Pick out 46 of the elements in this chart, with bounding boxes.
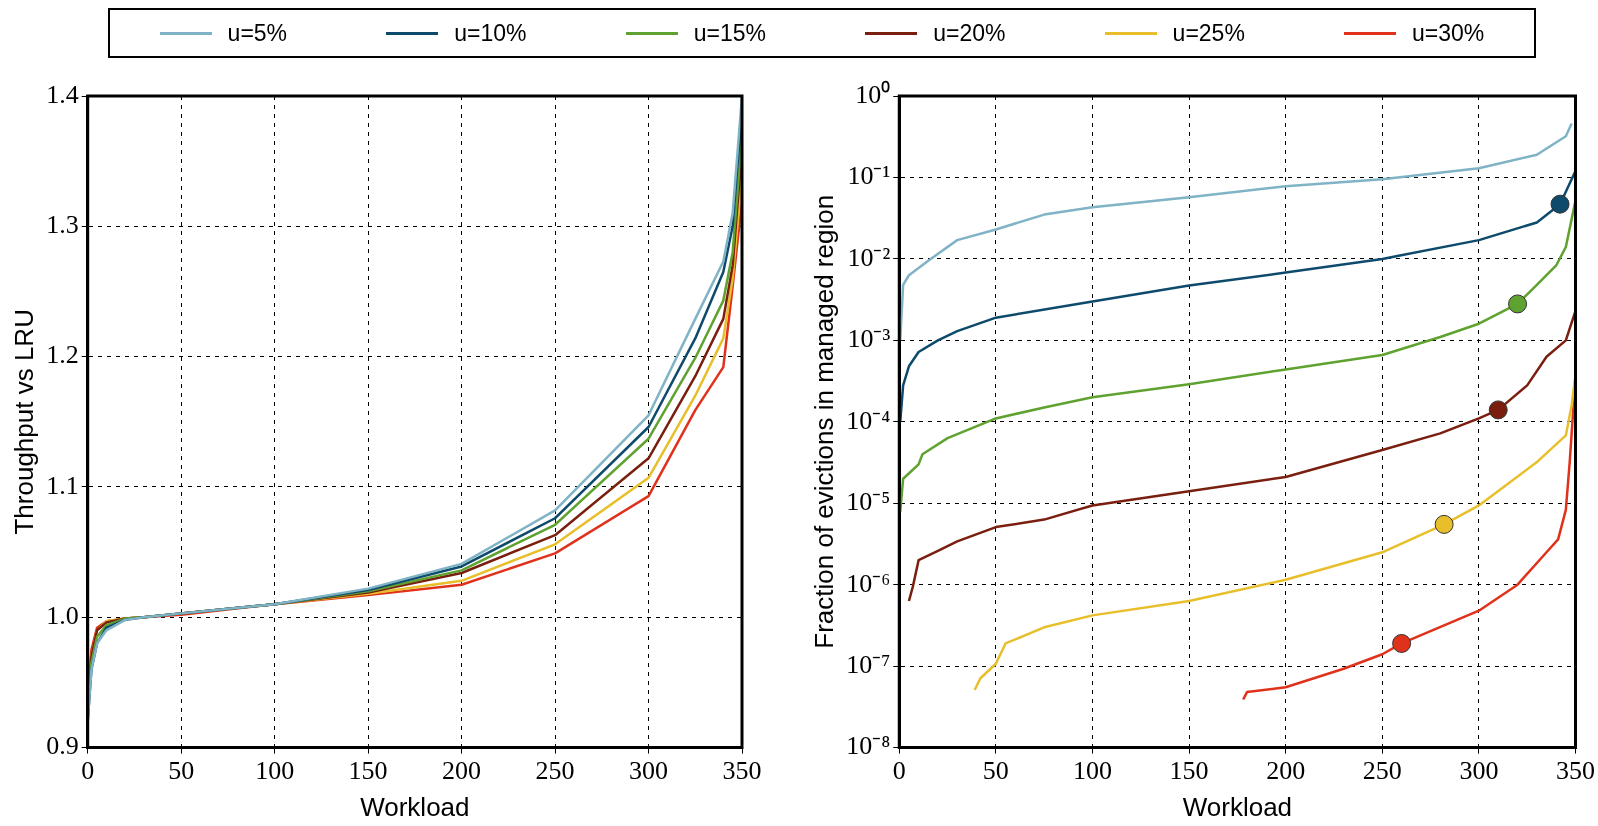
y-tick-label: 10⁻⁷ (846, 649, 891, 679)
y-tick-label: 10⁻⁴ (846, 405, 891, 435)
x-axis-title: Workload (1182, 791, 1293, 822)
x-tick-label: 150 (1169, 756, 1209, 786)
x-tick-label: 200 (1266, 756, 1306, 786)
x-tick-label: 250 (1362, 756, 1402, 786)
x-tick-label: 350 (1556, 756, 1595, 786)
legend-label: u=30% (1412, 19, 1485, 47)
legend-label: u=20% (933, 19, 1006, 47)
y-tick-label: 1.4 (46, 79, 79, 109)
y-tick-label: 10⁻¹ (847, 161, 891, 191)
x-tick-label: 200 (442, 756, 482, 786)
y-tick-label: 1.3 (46, 210, 79, 240)
x-tick-label: 350 (722, 756, 762, 786)
x-tick-label: 50 (982, 756, 1009, 786)
x-tick-label: 150 (348, 756, 388, 786)
x-tick-label: 0 (81, 756, 95, 786)
x-tick-label: 50 (168, 756, 195, 786)
legend-label: u=10% (454, 19, 527, 47)
x-tick-label: 250 (535, 756, 575, 786)
point (1488, 400, 1508, 420)
point (1550, 194, 1570, 214)
x-tick-label: 100 (1072, 756, 1112, 786)
x-tick-label: 300 (1459, 756, 1499, 786)
y-axis-title: Throughput vs LRU (8, 309, 39, 535)
x-tick-label: 300 (629, 756, 669, 786)
y-tick-label: 10⁻³ (847, 324, 891, 354)
y-tick-label: 10⁻⁸ (846, 731, 891, 761)
point (1434, 514, 1454, 534)
y-tick-label: 10⁻² (847, 242, 891, 272)
y-tick-label: 0.9 (46, 731, 79, 761)
point (1392, 633, 1412, 653)
x-tick-label: 0 (892, 756, 906, 786)
y-tick-label: 10⁻⁵ (846, 487, 891, 517)
y-tick-label: 1.1 (46, 470, 79, 500)
legend-label: u=25% (1172, 19, 1245, 47)
y-tick-label: 1.0 (46, 601, 79, 631)
x-tick-label: 100 (255, 756, 295, 786)
y-tick-label: 10⁻⁶ (846, 568, 891, 598)
y-tick-label: 1.2 (46, 340, 79, 370)
legend-label: u=5% (227, 19, 288, 47)
y-tick-label: 10⁰ (855, 79, 891, 109)
y-axis-title: Fraction of evictions in managed region (808, 194, 839, 649)
point (1508, 294, 1528, 314)
legend-label: u=15% (693, 19, 766, 47)
x-axis-title: Workload (360, 791, 470, 822)
